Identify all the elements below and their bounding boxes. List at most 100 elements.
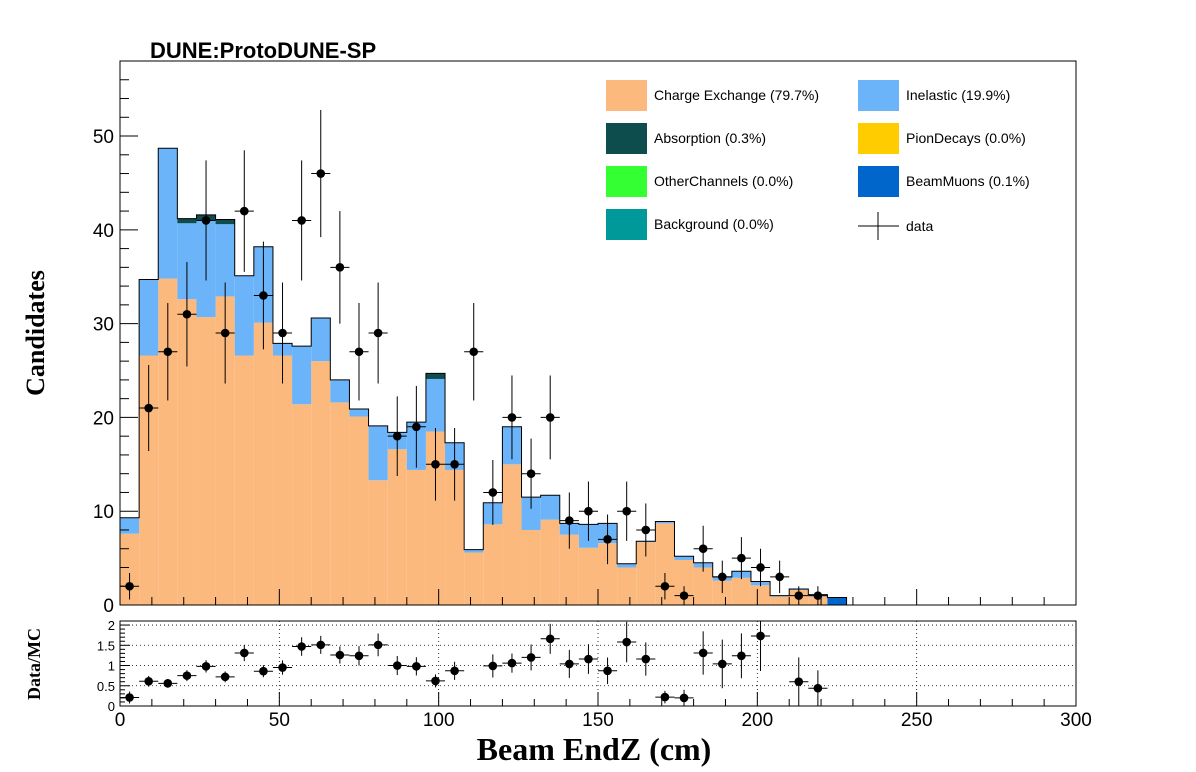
ratio-marker (412, 662, 421, 671)
main-axes: 0 10 20 30 40 50 (93, 60, 1077, 617)
ratio-point (196, 660, 216, 673)
data-marker (450, 460, 459, 469)
bar-2-3 (177, 218, 197, 224)
ratio-point (177, 670, 197, 682)
bar-0-14 (387, 449, 407, 605)
ratio-marker (813, 683, 823, 693)
ratio-marker (622, 637, 631, 647)
ratio-marker (794, 677, 804, 687)
ratio-marker (737, 651, 746, 661)
data-marker (412, 422, 421, 432)
bar-0-16 (425, 431, 446, 605)
ratio-y-tick-label: 0 (108, 699, 115, 714)
ratio-point (521, 644, 541, 671)
legend-label: OtherChannels (0.0%) (654, 173, 793, 189)
legend-label: Absorption (0.3%) (654, 130, 766, 146)
ratio-marker (488, 661, 498, 671)
ratio-point (158, 678, 178, 688)
data-point (139, 365, 159, 452)
bar-1-1 (139, 279, 159, 356)
ratio-point (483, 654, 503, 678)
ratio-marker (450, 666, 459, 676)
data-marker (794, 591, 804, 600)
bar-0-21 (521, 529, 541, 605)
data-point (521, 438, 541, 509)
bar-1-13 (368, 425, 388, 481)
bar-1-28 (655, 521, 675, 524)
ratio-marker (756, 631, 765, 641)
bar-0-7 (253, 322, 273, 605)
data-marker (622, 506, 631, 516)
x-tick-label: 100 (423, 710, 455, 731)
x-tick-label: 200 (741, 710, 773, 731)
bar-0-33 (750, 585, 771, 605)
data-marker (335, 263, 345, 272)
data-point (483, 459, 503, 525)
ratio-point (750, 621, 771, 671)
data-point (502, 375, 522, 460)
bar-0-19 (483, 524, 503, 605)
ratio-point (425, 674, 446, 688)
bar-0-10 (311, 361, 331, 605)
ratio-marker (354, 651, 364, 661)
data-point (770, 560, 790, 594)
data-marker (278, 328, 287, 338)
bar-0-20 (502, 464, 522, 605)
data-point (655, 572, 675, 600)
bar-0-3 (177, 299, 197, 605)
bar-1-12 (349, 408, 369, 417)
data-marker (526, 469, 536, 478)
data-point (445, 427, 465, 501)
data-marker (297, 216, 306, 225)
ratio-marker (584, 654, 593, 664)
ratio-marker (641, 654, 651, 664)
x-tick-label: 250 (901, 710, 933, 731)
bar-1-5 (215, 224, 235, 297)
data-point (808, 586, 828, 605)
ratio-point (311, 635, 331, 654)
legend-swatch (858, 123, 899, 154)
ratio-point (139, 675, 159, 687)
bar-1-6 (234, 275, 254, 356)
ratio-point (234, 644, 254, 662)
data-point (789, 586, 809, 605)
ratio-marker (660, 692, 670, 702)
ratio-point (387, 655, 407, 676)
ratio-point (330, 646, 350, 664)
y-tick-label: 30 (93, 315, 114, 336)
ratio-y-tick-label: 1.5 (97, 638, 115, 653)
ratio-marker (239, 648, 249, 658)
ratio-point (674, 689, 694, 706)
bar-0-26 (617, 567, 637, 605)
ratio-marker (259, 666, 268, 676)
data-marker (373, 328, 383, 338)
data-marker (565, 516, 574, 525)
bar-0-11 (330, 402, 350, 605)
ratio-marker (163, 679, 173, 688)
ratio-point (445, 661, 465, 680)
ratio-point (693, 631, 713, 675)
ratio-marker (278, 663, 287, 672)
stack-outline (119, 147, 848, 605)
legend-label: Background (0.0%) (654, 216, 774, 232)
bar-0-30 (693, 567, 713, 605)
data-marker (431, 460, 440, 469)
data-marker (775, 572, 784, 582)
data-marker (660, 581, 670, 591)
x-tick-label: 300 (1060, 710, 1092, 731)
ratio-point (540, 623, 560, 654)
ratio-y-tick-label: 2 (108, 618, 115, 633)
bar-0-18 (464, 552, 484, 605)
ratio-points (120, 621, 828, 706)
ratio-point (789, 657, 809, 706)
data-marker (545, 413, 555, 422)
ratio-marker (698, 648, 708, 658)
data-marker (259, 291, 268, 300)
ratio-y-tick-label: 1 (108, 659, 115, 674)
data-marker (316, 169, 326, 178)
ratio-point (598, 657, 618, 685)
ratio-marker (392, 661, 402, 670)
legend-swatch (606, 123, 647, 154)
bar-0-13 (368, 480, 388, 605)
bar-0-2 (158, 278, 178, 605)
